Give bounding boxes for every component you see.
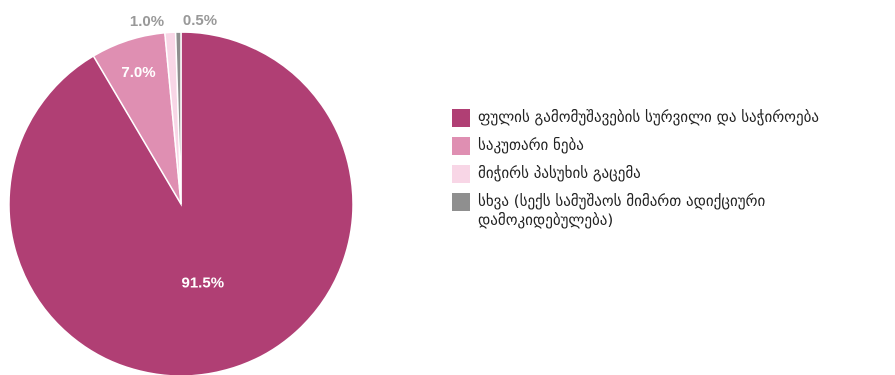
legend-item-other: სხვა (სექს სამუშაოს მიმართ ადიქციური დამ… [452, 192, 892, 230]
data-label-other: 0.5% [183, 12, 217, 29]
data-label-money: 91.5% [182, 275, 225, 292]
pie-slice-other [174, 31, 182, 205]
legend-swatch-hard-to-answer [452, 165, 470, 183]
legend-item-money: ფულის გამომუშავების სურვილი და საჭიროება [452, 108, 892, 127]
data-label-own-will: 7.0% [121, 64, 155, 81]
legend-label-other: სხვა (სექს სამუშაოს მიმართ ადიქციური დამ… [478, 192, 766, 229]
legend-item-hard-to-answer: მიჭირს პასუხის გაცემა [452, 164, 892, 183]
legend: ფულის გამომუშავების სურვილი და საჭიროება… [452, 108, 892, 239]
legend-label-own-will: საკუთარი ნება [478, 136, 584, 154]
legend-label-hard-to-answer: მიჭირს პასუხის გაცემა [478, 164, 641, 182]
pie-chart: 91.5% 7.0% 1.0% 0.5% [8, 12, 354, 375]
legend-item-own-will: საკუთარი ნება [452, 136, 892, 155]
legend-label-money: ფულის გამომუშავების სურვილი და საჭიროება [478, 108, 819, 126]
legend-swatch-money [452, 109, 470, 127]
data-label-hard-to-answer: 1.0% [130, 13, 164, 30]
legend-swatch-other [452, 193, 470, 211]
legend-swatch-own-will [452, 137, 470, 155]
